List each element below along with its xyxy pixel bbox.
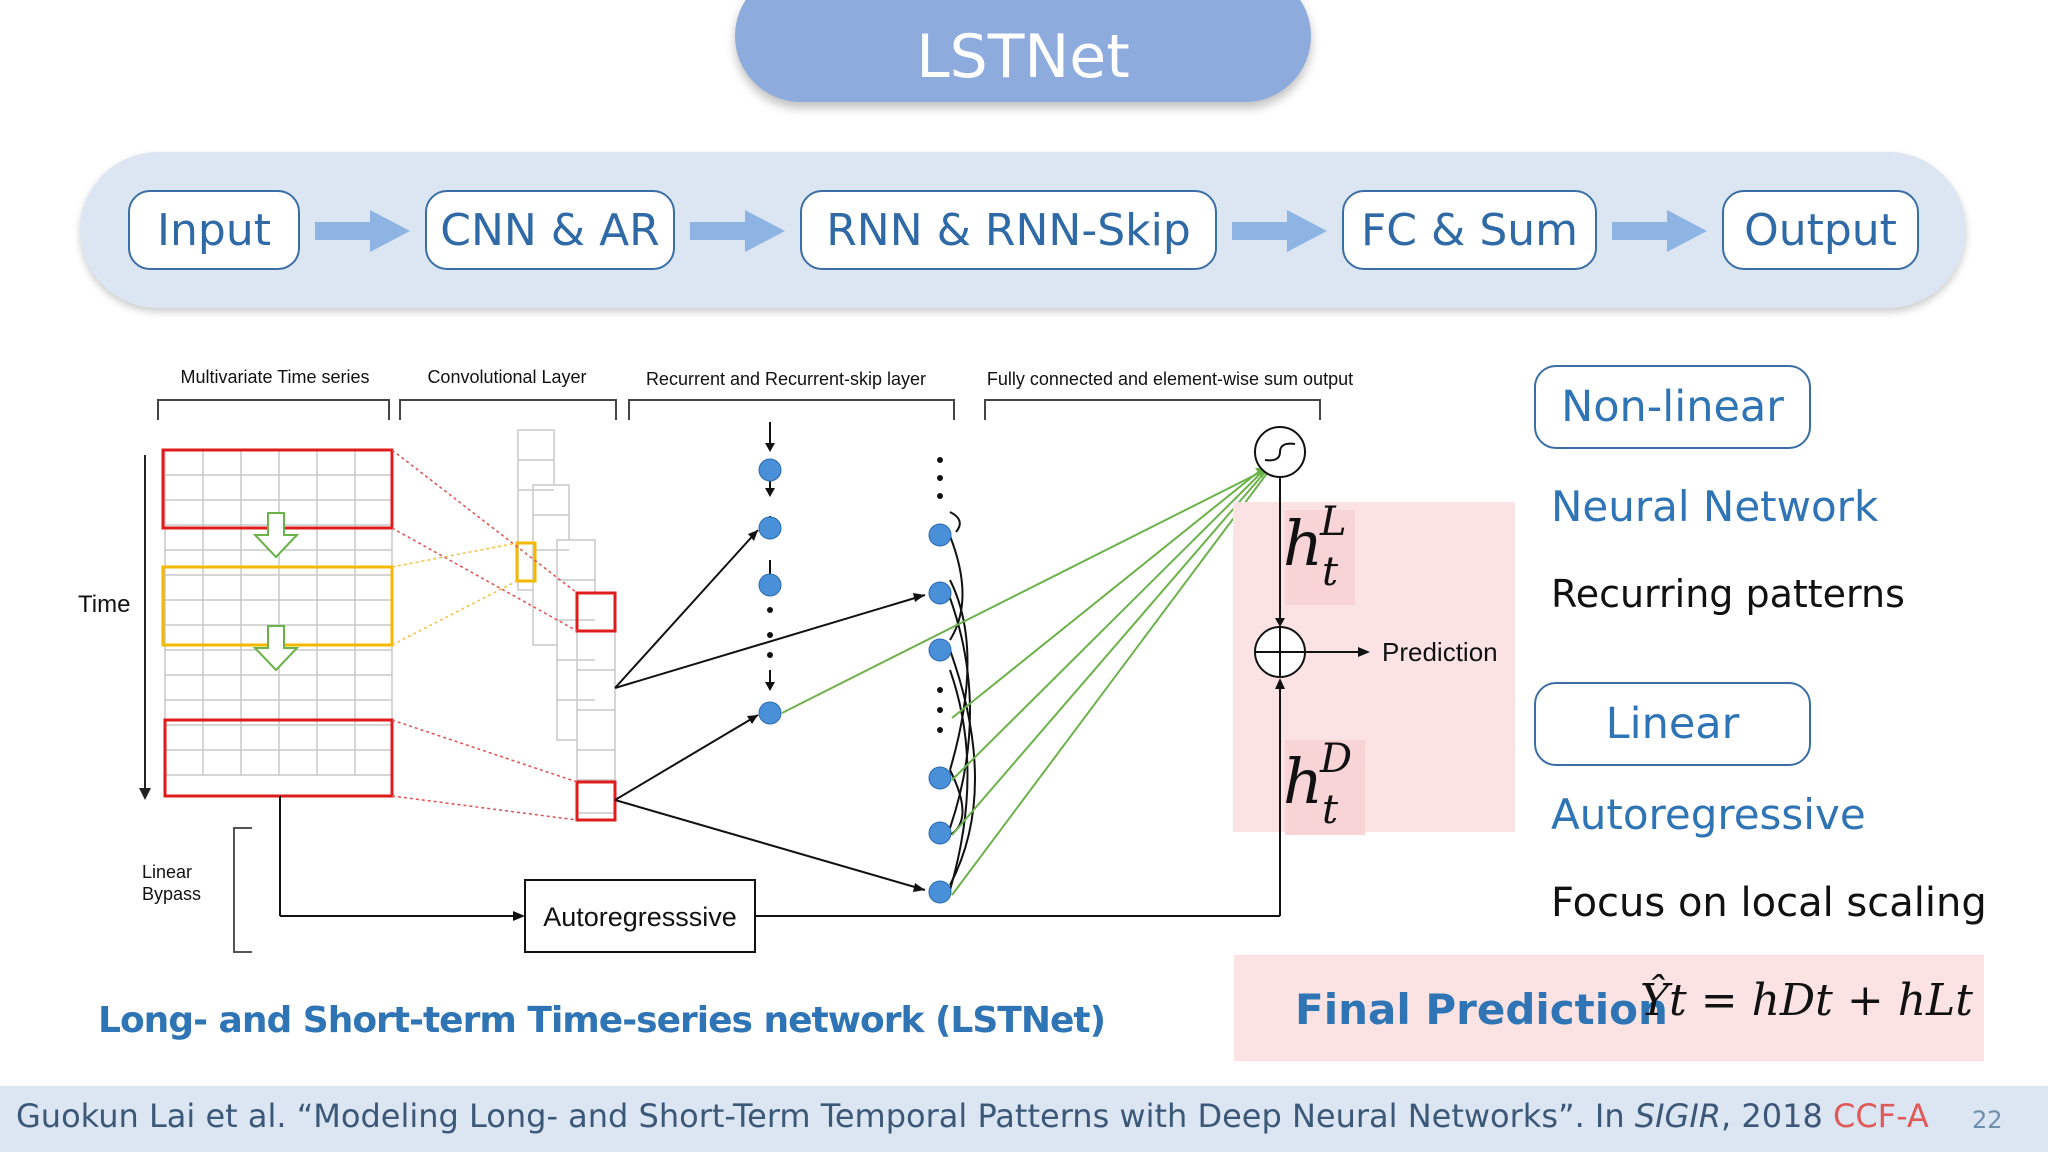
pipeline-arrow-icon bbox=[1612, 210, 1707, 252]
time-label: Time bbox=[78, 591, 130, 618]
pipeline-arrow-icon bbox=[690, 210, 785, 252]
down-arrow-icons bbox=[252, 512, 300, 672]
pipeline-arrow-icon bbox=[315, 210, 410, 252]
linear-desc: Focus on local scaling bbox=[1551, 880, 1987, 926]
final-prediction-label: Final Prediction bbox=[1295, 985, 1668, 1034]
nonlinear-desc: Recurring patterns bbox=[1551, 572, 1905, 616]
pipeline-step-input: Input bbox=[128, 190, 300, 270]
linear-box: Linear bbox=[1534, 682, 1811, 766]
rnn-nodes bbox=[758, 458, 782, 725]
prediction-label: Prediction bbox=[1382, 637, 1498, 667]
svg-text:D: D bbox=[1319, 736, 1352, 782]
autoregressive-box bbox=[524, 879, 756, 953]
label-fully-connected: Fully connected and element-wise sum out… bbox=[987, 369, 1353, 389]
pipeline-step-rnn: RNN & RNN-Skip bbox=[800, 190, 1217, 270]
page-title: LSTNet bbox=[916, 22, 1130, 92]
window-red-bottom bbox=[163, 718, 394, 798]
final-prediction-box bbox=[1234, 955, 1984, 1061]
label-convolutional: Convolutional Layer bbox=[427, 367, 586, 387]
pipeline-arrows bbox=[315, 210, 1707, 252]
lstnet-architecture-diagram: Multivariate Time series Convolutional L… bbox=[78, 367, 1515, 953]
svg-text:L: L bbox=[1319, 499, 1347, 545]
footer-bar bbox=[0, 1086, 2048, 1152]
pipeline-step-fc-sum: FC & Sum bbox=[1342, 190, 1597, 270]
final-equation: Ŷt = hDt + hLt bbox=[1640, 975, 1973, 1026]
svg-text:Autoregresssive: Autoregresssive bbox=[543, 902, 737, 932]
fc-lines bbox=[781, 468, 1269, 896]
footer-citation: Guokun Lai et al. “Modeling Long- and Sh… bbox=[16, 1097, 1929, 1135]
conv-layer bbox=[517, 429, 616, 814]
diagram-caption: Long- and Short-term Time-series network… bbox=[98, 1000, 1106, 1041]
h-label-D: h bbox=[1283, 745, 1323, 818]
nonlinear-title: Neural Network bbox=[1551, 482, 1879, 531]
h-label-L: h bbox=[1283, 507, 1323, 580]
pipeline-step-cnn-ar: CNN & AR bbox=[425, 190, 675, 270]
pipeline-step-output: Output bbox=[1722, 190, 1919, 270]
section-brackets bbox=[157, 399, 1321, 420]
skip-nodes bbox=[928, 523, 952, 904]
nonlinear-box: Non-linear bbox=[1534, 365, 1811, 449]
page-number: 22 bbox=[1972, 1106, 2003, 1134]
label-multivariate: Multivariate Time series bbox=[180, 367, 369, 387]
input-grid bbox=[164, 449, 393, 776]
title-pill bbox=[735, 0, 1311, 102]
linear-title: Autoregressive bbox=[1551, 790, 1866, 839]
svg-text:t: t bbox=[1322, 787, 1339, 833]
linear-bypass-label: Linear bbox=[142, 862, 192, 882]
svg-text:t: t bbox=[1322, 549, 1339, 595]
label-recurrent: Recurrent and Recurrent-skip layer bbox=[646, 369, 926, 389]
svg-text:Bypass: Bypass bbox=[142, 884, 201, 904]
pipeline-arrow-icon bbox=[1232, 210, 1327, 252]
